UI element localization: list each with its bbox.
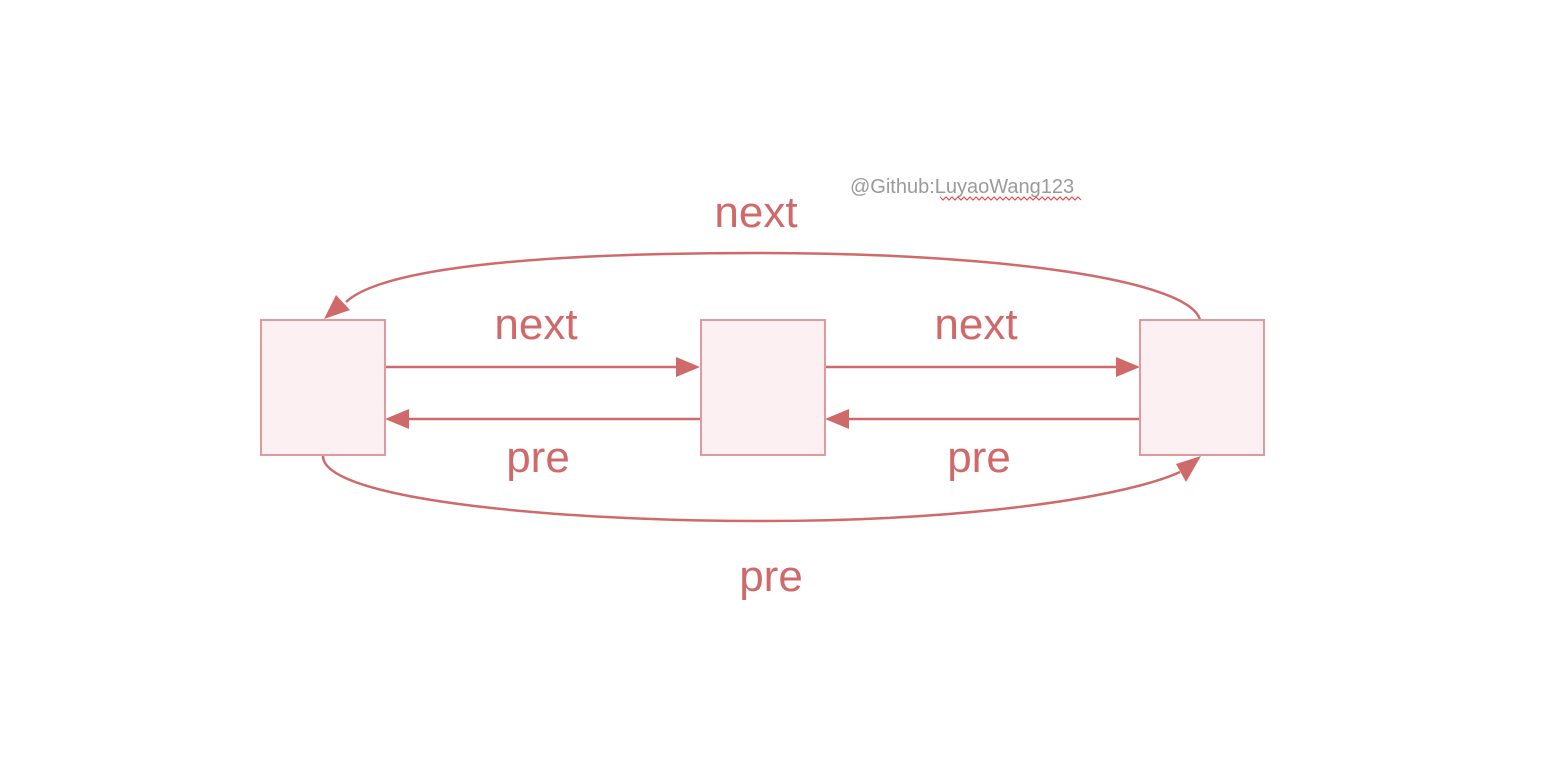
list-node-3 xyxy=(1140,320,1264,455)
edge-next-1-2 xyxy=(385,357,700,377)
watermark: @Github:LuyaoWang123 xyxy=(850,176,1074,198)
edge-next-2-3 xyxy=(825,357,1140,377)
arrowhead-next-2-3 xyxy=(1116,357,1140,377)
edge-pre-2-1 xyxy=(385,409,700,429)
list-node-2 xyxy=(701,320,825,455)
edge-pre-1-3 xyxy=(323,455,1201,521)
label-pre-3-2: pre xyxy=(947,433,1011,482)
arrowhead-pre-2-1 xyxy=(385,409,409,429)
edge-next-3-1 xyxy=(324,253,1200,320)
arrowhead-pre-3-2 xyxy=(825,409,849,429)
edge-pre-3-2 xyxy=(825,409,1140,429)
label-next-3-1: next xyxy=(714,188,797,237)
arrowhead-next-3-1 xyxy=(324,295,350,319)
label-next-2-3: next xyxy=(934,300,1017,349)
arrowhead-pre-1-3 xyxy=(1176,456,1201,482)
list-node-1 xyxy=(261,320,385,455)
watermark-username: LuyaoWang123 xyxy=(935,176,1074,198)
label-next-1-2: next xyxy=(494,300,577,349)
watermark-prefix: @Github: xyxy=(850,176,935,198)
label-pre-1-3: pre xyxy=(739,552,803,601)
label-pre-2-1: pre xyxy=(506,433,570,482)
arrowhead-next-1-2 xyxy=(676,357,700,377)
